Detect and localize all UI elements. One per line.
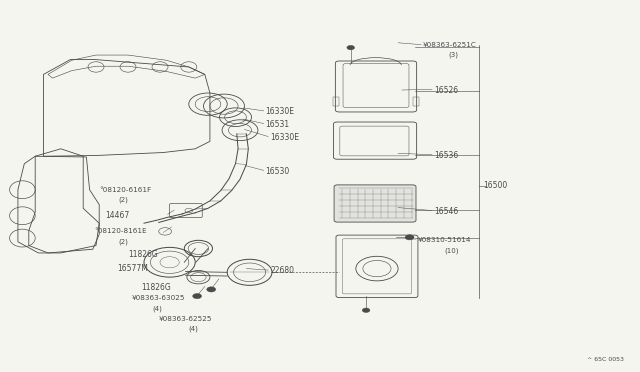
Text: ¥08310-51614: ¥08310-51614 bbox=[417, 237, 471, 243]
Text: 16577M: 16577M bbox=[117, 264, 148, 273]
Text: 16526: 16526 bbox=[434, 86, 458, 94]
Text: °08120-8161E: °08120-8161E bbox=[95, 228, 147, 234]
Text: ¥08363-6251C: ¥08363-6251C bbox=[422, 42, 476, 48]
Text: 16546: 16546 bbox=[434, 207, 458, 216]
Text: 14467: 14467 bbox=[106, 211, 130, 219]
Circle shape bbox=[362, 308, 370, 312]
Text: 16530: 16530 bbox=[266, 167, 290, 176]
Text: (4): (4) bbox=[189, 326, 198, 333]
Bar bbox=[413, 97, 419, 106]
Text: (2): (2) bbox=[118, 238, 128, 245]
Text: 16330E: 16330E bbox=[270, 133, 299, 142]
Text: °08120-6161F: °08120-6161F bbox=[99, 187, 151, 193]
Text: (4): (4) bbox=[152, 305, 162, 312]
Circle shape bbox=[347, 45, 355, 50]
Text: 22680: 22680 bbox=[270, 266, 294, 275]
Text: (10): (10) bbox=[445, 247, 460, 254]
Text: 16330E: 16330E bbox=[266, 107, 294, 116]
Text: 11826G: 11826G bbox=[128, 250, 157, 259]
Text: 16536: 16536 bbox=[434, 151, 458, 160]
Text: ¥08363-63025: ¥08363-63025 bbox=[131, 295, 185, 301]
Text: 16500: 16500 bbox=[483, 182, 508, 190]
Text: ¥08363-62525: ¥08363-62525 bbox=[159, 316, 212, 322]
Bar bbox=[333, 97, 339, 106]
Circle shape bbox=[193, 294, 202, 299]
Text: 11826G: 11826G bbox=[141, 283, 170, 292]
Circle shape bbox=[405, 235, 414, 240]
Text: (3): (3) bbox=[448, 52, 458, 58]
FancyBboxPatch shape bbox=[334, 185, 416, 222]
Text: ^ 65C 0053: ^ 65C 0053 bbox=[587, 357, 624, 362]
Text: (2): (2) bbox=[118, 197, 128, 203]
Text: 16531: 16531 bbox=[266, 120, 290, 129]
Circle shape bbox=[207, 287, 216, 292]
